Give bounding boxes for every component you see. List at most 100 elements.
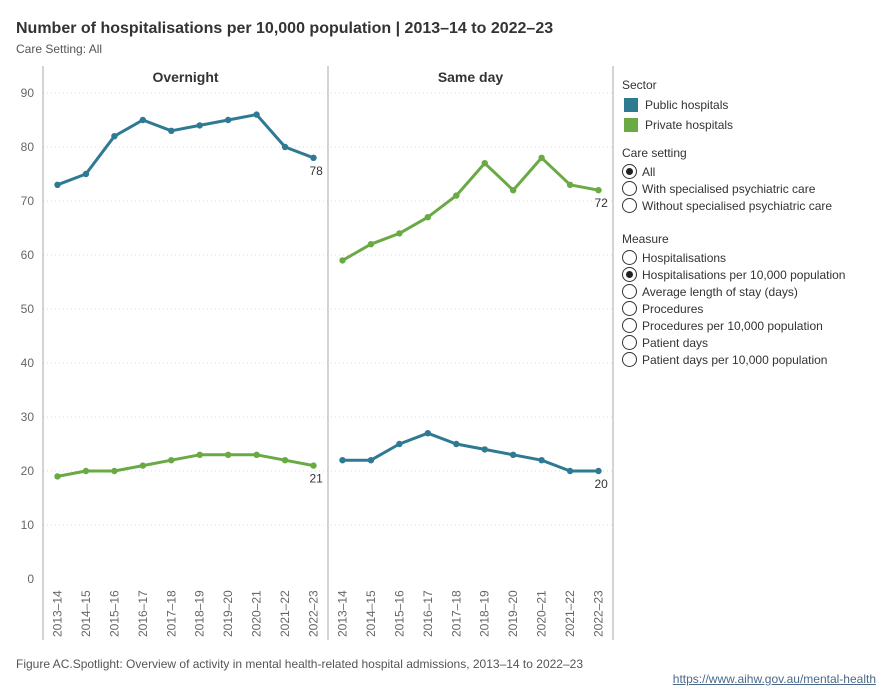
data-point [82, 170, 90, 178]
y-tick-label: 10 [21, 518, 35, 532]
measure-option[interactable]: Average length of stay (days) [622, 283, 887, 300]
data-point [367, 241, 375, 248]
measure-option[interactable]: Procedures per 10,000 population [622, 317, 887, 334]
data-point [566, 181, 574, 188]
radio-button[interactable] [622, 301, 637, 316]
measure-title: Measure [622, 232, 669, 246]
care-setting-option[interactable]: Without specialised psychiatric care [622, 197, 887, 214]
x-tick-label: 2013–14 [51, 590, 65, 637]
panel-header-0: Overnight [152, 69, 218, 85]
x-tick-label: 2015–16 [107, 590, 121, 637]
data-point [481, 160, 488, 167]
radio-button[interactable] [622, 335, 637, 350]
data-point [281, 457, 289, 464]
y-tick-label: 80 [21, 140, 35, 154]
data-point [595, 187, 602, 194]
y-tick-label: 0 [27, 572, 34, 586]
measure-option[interactable]: Patient days per 10,000 population [622, 351, 887, 368]
measure-option-label: Patient days [642, 335, 709, 350]
data-point [54, 181, 61, 188]
x-tick-label: 2015–16 [392, 590, 406, 637]
x-tick-label: 2018–19 [478, 590, 492, 637]
data-point [253, 111, 260, 118]
radio-button[interactable] [622, 284, 637, 299]
data-point [54, 473, 61, 480]
y-tick-label: 70 [21, 194, 35, 208]
y-tick-label: 90 [21, 86, 35, 100]
x-tick-label: 2014–15 [364, 590, 378, 637]
data-point [253, 451, 260, 458]
y-tick-label: 60 [21, 248, 35, 262]
x-tick-label: 2022–23 [307, 590, 321, 637]
data-point [424, 430, 432, 437]
data-point [367, 457, 375, 464]
measure-option-label: Procedures per 10,000 population [642, 318, 823, 333]
data-point [566, 467, 574, 475]
data-point [111, 133, 118, 140]
measure-option[interactable]: Hospitalisations per 10,000 population [622, 266, 887, 283]
legend-item-private[interactable]: Private hospitals [622, 115, 887, 135]
measure-option-label: Average length of stay (days) [642, 284, 798, 299]
data-point [509, 187, 517, 194]
legend-item-public[interactable]: Public hospitals [622, 95, 887, 115]
x-tick-label: 2019–20 [221, 590, 235, 637]
radio-button[interactable] [622, 181, 637, 196]
end-value-label: 78 [310, 164, 324, 178]
source-link[interactable]: https://www.aihw.gov.au/mental-health [672, 672, 876, 686]
legend-panel: Sector Public hospitals Private hospital… [622, 78, 887, 368]
care-setting-option[interactable]: With specialised psychiatric care [622, 180, 887, 197]
series-line-private-hospitals [341, 156, 599, 262]
x-tick-label: 2016–17 [421, 590, 435, 637]
x-tick-label: 2019–20 [506, 590, 520, 637]
measure-option-label: Procedures [642, 301, 704, 316]
care-setting-title: Care setting [622, 146, 687, 160]
data-point [424, 214, 432, 221]
data-point [396, 440, 403, 448]
data-point [196, 122, 203, 129]
data-point [281, 143, 289, 151]
panel-header-1: Same day [438, 69, 504, 85]
y-tick-label: 30 [21, 410, 35, 424]
data-point [139, 462, 147, 469]
x-tick-label: 2013–14 [336, 590, 350, 637]
measure-option-label: Hospitalisations [642, 250, 727, 265]
x-tick-label: 2014–15 [79, 590, 93, 637]
chart-subtitle: Care Setting: All [16, 42, 103, 56]
radio-button[interactable] [622, 352, 637, 367]
data-point [82, 467, 90, 475]
end-value-label: 21 [310, 472, 324, 486]
x-tick-label: 2016–17 [136, 590, 150, 637]
care-setting-option-label: All [642, 164, 656, 179]
care-setting-option-label: With specialised psychiatric care [642, 181, 816, 196]
series-line-private-hospitals [57, 453, 314, 478]
series-line-public-hospitals [342, 431, 599, 473]
data-point [481, 446, 488, 453]
legend-label-public: Public hospitals [645, 98, 729, 112]
radio-button[interactable] [622, 318, 637, 333]
measure-option[interactable]: Procedures [622, 300, 887, 317]
legend-label-private: Private hospitals [645, 118, 734, 132]
measure-option[interactable]: Hospitalisations [622, 249, 887, 266]
y-tick-label: 20 [21, 464, 35, 478]
end-value-label: 72 [595, 196, 609, 210]
chart-title: Number of hospitalisations per 10,000 po… [16, 20, 554, 37]
data-point [310, 154, 317, 161]
x-tick-label: 2017–18 [449, 590, 463, 637]
data-point [168, 127, 175, 134]
data-point [453, 192, 460, 199]
data-point [396, 230, 403, 237]
x-tick-label: 2018–19 [193, 590, 207, 637]
data-point [595, 467, 602, 475]
x-tick-label: 2022–23 [592, 590, 606, 637]
radio-button[interactable] [622, 198, 637, 213]
radio-button[interactable] [622, 164, 637, 179]
care-setting-option[interactable]: All [622, 163, 887, 180]
radio-button[interactable] [622, 250, 637, 265]
measure-option[interactable]: Patient days [622, 334, 887, 351]
data-point [224, 451, 232, 458]
radio-button[interactable] [622, 267, 637, 282]
x-tick-label: 2017–18 [164, 590, 178, 637]
end-value-label: 20 [595, 477, 609, 491]
data-point [339, 457, 346, 464]
